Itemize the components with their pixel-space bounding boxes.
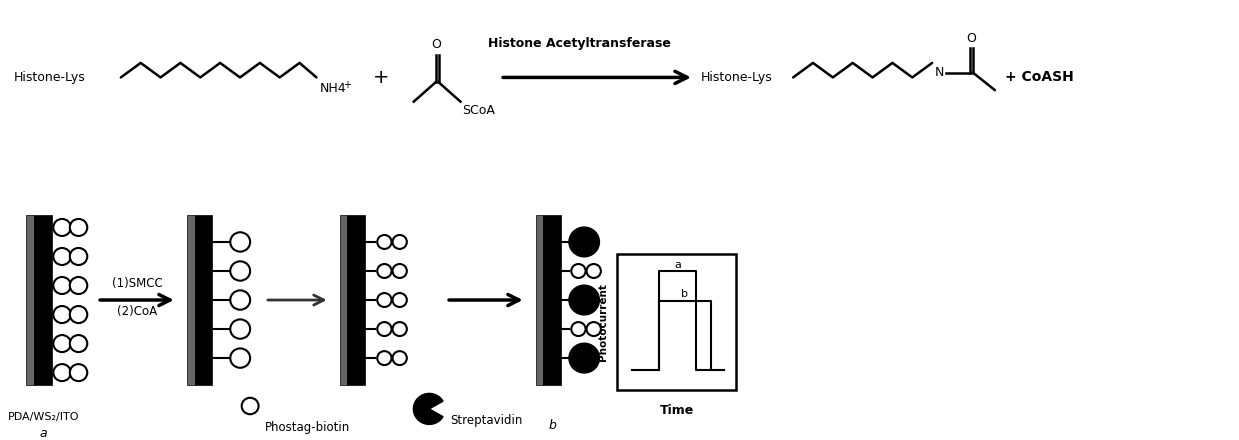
Text: N: N <box>935 66 944 79</box>
Polygon shape <box>414 393 444 425</box>
Circle shape <box>69 364 87 381</box>
Circle shape <box>230 290 250 310</box>
Bar <box>347 215 366 385</box>
Circle shape <box>377 351 392 365</box>
Text: Time: Time <box>659 404 694 417</box>
Circle shape <box>569 286 600 315</box>
Circle shape <box>569 344 600 373</box>
Circle shape <box>53 306 71 323</box>
Text: PDA/WS₂/ITO: PDA/WS₂/ITO <box>7 412 79 422</box>
Circle shape <box>586 322 601 336</box>
Circle shape <box>393 322 406 336</box>
Circle shape <box>53 219 71 236</box>
Circle shape <box>53 248 71 265</box>
Circle shape <box>230 319 250 339</box>
Circle shape <box>230 261 250 281</box>
Bar <box>26 215 35 385</box>
Text: + CoASH: + CoASH <box>1005 70 1073 84</box>
Text: Histone Acetyltransferase: Histone Acetyltransferase <box>488 37 672 50</box>
Circle shape <box>393 235 406 249</box>
Circle shape <box>53 335 71 352</box>
Circle shape <box>393 293 406 307</box>
Circle shape <box>393 264 406 278</box>
Text: O: O <box>431 38 441 51</box>
Circle shape <box>69 277 87 294</box>
Bar <box>617 254 736 389</box>
Bar <box>187 215 195 385</box>
Bar <box>544 215 561 385</box>
Text: +: + <box>343 81 352 90</box>
Text: a: a <box>674 260 681 270</box>
Bar <box>339 215 347 385</box>
Circle shape <box>569 227 600 257</box>
Text: SCoA: SCoA <box>462 103 496 117</box>
Circle shape <box>230 232 250 252</box>
Circle shape <box>377 322 392 336</box>
Circle shape <box>69 219 87 236</box>
Text: Phostag-biotin: Phostag-biotin <box>265 421 351 433</box>
Circle shape <box>69 306 87 323</box>
Text: Histone-Lys: Histone-Lys <box>14 71 85 84</box>
Circle shape <box>53 277 71 294</box>
Text: O: O <box>966 32 976 44</box>
Text: b: b <box>549 418 556 432</box>
Circle shape <box>393 351 406 365</box>
Text: NH4: NH4 <box>320 82 346 95</box>
Bar <box>35 215 52 385</box>
Text: b: b <box>681 289 689 299</box>
Circle shape <box>571 322 586 336</box>
Text: Histone-Lys: Histone-Lys <box>701 71 773 84</box>
Text: (1)SMCC: (1)SMCC <box>112 277 162 290</box>
Text: Photocurrent: Photocurrent <box>598 283 608 361</box>
Text: Streptavidin: Streptavidin <box>450 414 523 427</box>
Circle shape <box>571 264 586 278</box>
Text: (2)CoA: (2)CoA <box>116 305 157 318</box>
Bar <box>195 215 212 385</box>
Circle shape <box>377 235 392 249</box>
Bar <box>535 215 544 385</box>
Circle shape <box>377 293 392 307</box>
Circle shape <box>586 264 601 278</box>
Text: +: + <box>373 68 389 87</box>
Circle shape <box>69 335 87 352</box>
Circle shape <box>242 398 259 414</box>
Circle shape <box>230 348 250 368</box>
Circle shape <box>377 264 392 278</box>
Text: a: a <box>40 427 47 440</box>
Circle shape <box>69 248 87 265</box>
Circle shape <box>53 364 71 381</box>
